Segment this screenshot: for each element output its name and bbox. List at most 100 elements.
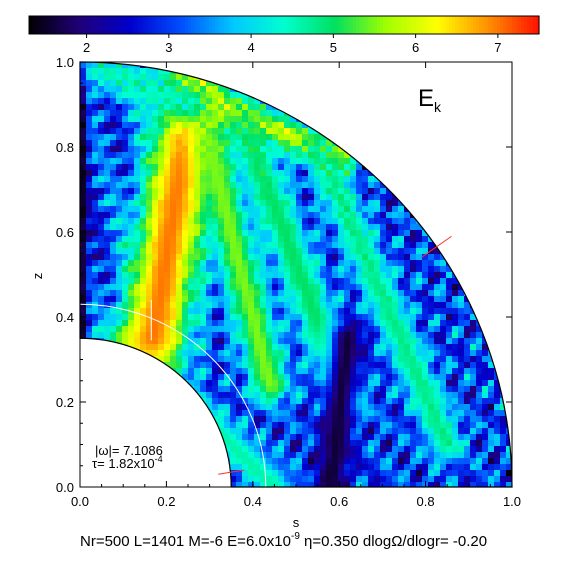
heatmap-cell (266, 440, 273, 447)
heatmap-cell (434, 236, 441, 243)
heatmap-cell (446, 386, 453, 393)
heatmap-cell (80, 260, 87, 267)
heatmap-cell (272, 464, 279, 471)
heatmap-cell (362, 332, 369, 339)
heatmap-cell (200, 386, 207, 393)
heatmap-cell (392, 344, 399, 351)
heatmap-cell (254, 152, 261, 159)
heatmap-cell (470, 386, 477, 393)
heatmap-cell (410, 308, 417, 315)
heatmap-cell (320, 386, 327, 393)
heatmap-cell (272, 416, 279, 423)
heatmap-cell (182, 248, 189, 255)
heatmap-cell (266, 218, 273, 225)
heatmap-cell (428, 284, 435, 291)
heatmap-cell (254, 338, 261, 345)
heatmap-cell (266, 350, 273, 357)
heatmap-cell (428, 356, 435, 363)
heatmap-cell (182, 122, 189, 129)
heatmap-cell (476, 374, 483, 381)
heatmap-cell (242, 122, 249, 129)
heatmap-cell (368, 392, 375, 399)
heatmap-cell (320, 284, 327, 291)
heatmap-cell (320, 308, 327, 315)
heatmap-cell (194, 380, 201, 387)
heatmap-cell (218, 254, 225, 261)
heatmap-cell (260, 344, 267, 351)
heatmap-cell (362, 464, 369, 471)
heatmap-cell (116, 188, 123, 195)
heatmap-cell (236, 206, 243, 213)
heatmap-cell (386, 278, 393, 285)
heatmap-cell (320, 230, 327, 237)
heatmap-cell (266, 188, 273, 195)
heatmap-cell (416, 482, 423, 487)
heatmap-cell (350, 458, 357, 465)
heatmap-cell (338, 464, 345, 471)
heatmap-cell (224, 392, 231, 399)
heatmap-cell (386, 332, 393, 339)
heatmap-cell (230, 80, 237, 87)
heatmap-cell (146, 284, 153, 291)
heatmap-cell (482, 464, 489, 471)
heatmap-cell (242, 428, 249, 435)
heatmap-cell (236, 440, 243, 447)
heatmap-cell (284, 482, 291, 487)
heatmap-cell (248, 416, 255, 423)
heatmap-cell (422, 278, 429, 285)
heatmap-cell (398, 410, 405, 417)
heatmap-cell (482, 458, 489, 465)
heatmap-cell (254, 374, 261, 381)
heatmap-cell (212, 128, 219, 135)
heatmap-cell (332, 374, 339, 381)
heatmap-cell (134, 242, 141, 249)
heatmap-cell (386, 206, 393, 213)
heatmap-cell (224, 320, 231, 327)
colorbar-cell (488, 16, 492, 34)
heatmap-cell (242, 296, 249, 303)
heatmap-cell (278, 368, 285, 375)
heatmap-cell (332, 236, 339, 243)
colorbar-cell (374, 16, 378, 34)
heatmap-cell (410, 338, 417, 345)
heatmap-cell (110, 200, 117, 207)
heatmap-cell (410, 326, 417, 333)
heatmap-cell (152, 200, 159, 207)
heatmap-cell (410, 206, 417, 213)
heatmap-cell (98, 182, 105, 189)
heatmap-cell (254, 272, 261, 279)
heatmap-cell (122, 116, 129, 123)
heatmap-cell (266, 374, 273, 381)
heatmap-cell (380, 254, 387, 261)
heatmap-cell (266, 278, 273, 285)
heatmap-cell (236, 146, 243, 153)
heatmap-cell (218, 140, 225, 147)
heatmap-cell (284, 458, 291, 465)
heatmap-cell (386, 194, 393, 201)
heatmap-cell (188, 254, 195, 261)
heatmap-cell (164, 92, 171, 99)
heatmap-cell (308, 392, 315, 399)
heatmap-cell (338, 314, 345, 321)
heatmap-cell (218, 386, 225, 393)
colorbar-tick-label: 2 (83, 40, 90, 55)
heatmap-cell (128, 320, 135, 327)
heatmap-cell (386, 404, 393, 411)
heatmap-cell (152, 116, 159, 123)
heatmap-cell (188, 188, 195, 195)
heatmap-cell (140, 74, 147, 81)
heatmap-cell (446, 284, 453, 291)
heatmap-cell (326, 452, 333, 459)
heatmap-cell (146, 272, 153, 279)
heatmap-cell (296, 212, 303, 219)
heatmap-cell (434, 308, 441, 315)
heatmap-cell (434, 248, 441, 255)
heatmap-cell (368, 236, 375, 243)
heatmap-cell (98, 152, 105, 159)
heatmap-cell (368, 278, 375, 285)
heatmap-cell (236, 170, 243, 177)
heatmap-cell (134, 122, 141, 129)
heatmap-cell (230, 296, 237, 303)
heatmap-cell (464, 344, 471, 351)
heatmap-cell (272, 266, 279, 273)
